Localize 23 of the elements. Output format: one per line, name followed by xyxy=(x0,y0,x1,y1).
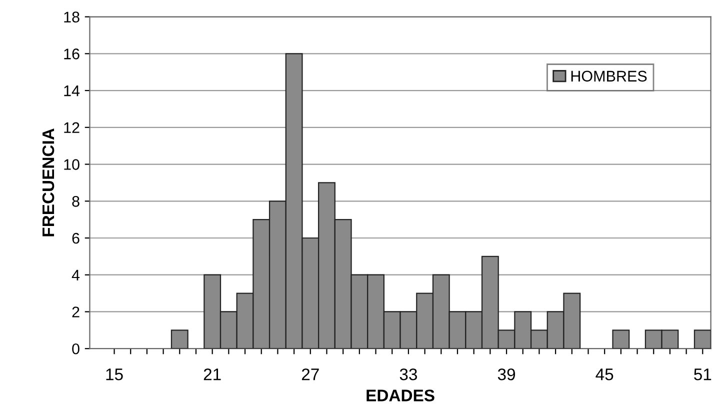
y-tick-label: 12 xyxy=(64,122,80,133)
x-tick-label: 51 xyxy=(694,368,712,380)
legend-label: HOMBRES xyxy=(571,70,647,82)
x-tick-label: 21 xyxy=(204,368,221,380)
y-tick-label: 6 xyxy=(72,232,80,244)
x-tick-label: 33 xyxy=(400,368,417,380)
y-tick-label: 10 xyxy=(64,159,80,170)
y-axis-title: FRECUENCIA xyxy=(42,128,54,236)
y-tick-label: 16 xyxy=(64,48,80,60)
x-tick-label: 27 xyxy=(302,368,319,380)
bar xyxy=(612,330,630,349)
y-tick-label: 8 xyxy=(72,196,80,207)
bar xyxy=(694,330,711,349)
y-tick-label: 2 xyxy=(72,306,80,318)
x-tick-label: 15 xyxy=(106,368,123,380)
y-tick-label: 0 xyxy=(72,343,80,354)
x-tick-label: 39 xyxy=(498,368,515,380)
y-tick-label: 14 xyxy=(64,86,80,96)
x-tick-label: 45 xyxy=(596,368,614,380)
x-axis-title: EDADES xyxy=(366,390,434,402)
y-tick-label: 4 xyxy=(72,270,80,280)
y-tick-label: 18 xyxy=(64,12,80,22)
bar xyxy=(170,330,188,349)
